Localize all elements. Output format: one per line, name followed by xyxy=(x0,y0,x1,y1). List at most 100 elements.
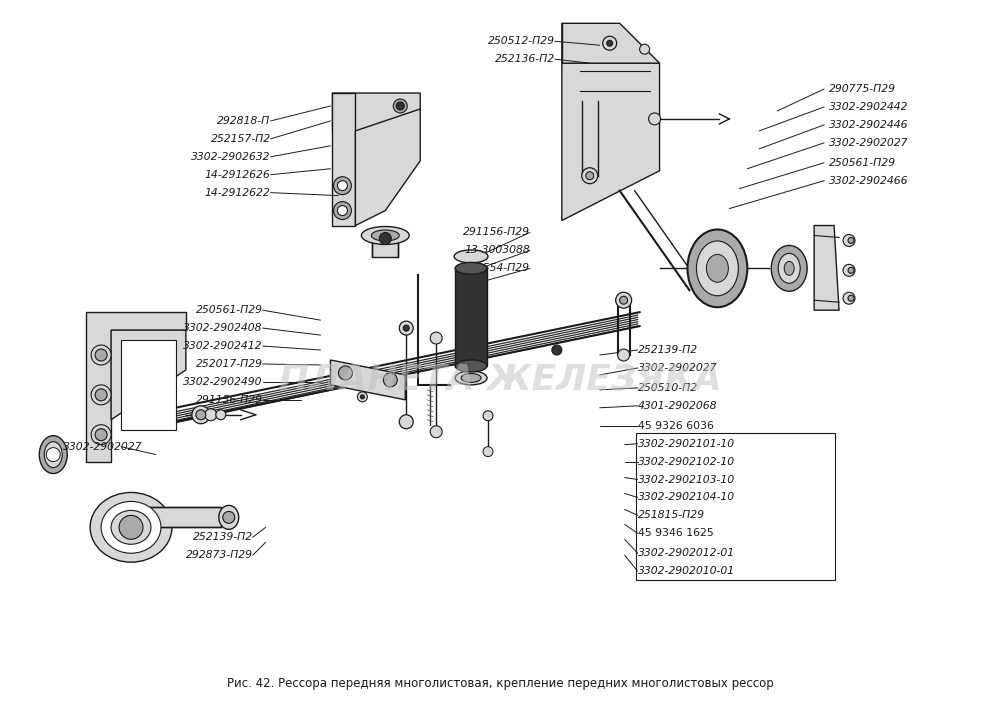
Circle shape xyxy=(357,392,367,402)
Text: 3302-2902104-10: 3302-2902104-10 xyxy=(638,493,735,503)
Ellipse shape xyxy=(706,255,728,282)
Text: 45 9346 1625: 45 9346 1625 xyxy=(638,528,713,538)
Ellipse shape xyxy=(371,230,399,241)
Polygon shape xyxy=(86,312,186,461)
Bar xyxy=(372,235,398,257)
Text: 291554-П29: 291554-П29 xyxy=(463,263,530,273)
Circle shape xyxy=(192,406,210,424)
Circle shape xyxy=(95,429,107,441)
Text: 250512-П29: 250512-П29 xyxy=(488,36,555,46)
Text: 4301-2902068: 4301-2902068 xyxy=(638,401,717,411)
Circle shape xyxy=(337,180,347,190)
Text: 3302-2902632: 3302-2902632 xyxy=(191,152,271,162)
Circle shape xyxy=(333,177,351,195)
Circle shape xyxy=(848,237,854,243)
Circle shape xyxy=(46,448,60,461)
Text: 3302-2902103-10: 3302-2902103-10 xyxy=(638,475,735,485)
Circle shape xyxy=(399,321,413,335)
Circle shape xyxy=(640,44,650,54)
Polygon shape xyxy=(332,93,355,225)
Circle shape xyxy=(607,40,613,46)
Circle shape xyxy=(95,389,107,401)
Circle shape xyxy=(552,345,562,355)
Bar xyxy=(121,340,176,430)
Circle shape xyxy=(582,168,598,184)
Circle shape xyxy=(843,292,855,304)
Circle shape xyxy=(483,411,493,421)
Polygon shape xyxy=(562,24,660,63)
Text: 3302-2902446: 3302-2902446 xyxy=(829,120,909,130)
Polygon shape xyxy=(814,225,839,310)
Text: 250561-П29: 250561-П29 xyxy=(196,305,263,315)
Circle shape xyxy=(620,296,628,304)
Polygon shape xyxy=(355,109,420,225)
Polygon shape xyxy=(330,360,405,400)
Ellipse shape xyxy=(455,360,487,372)
Circle shape xyxy=(396,102,404,110)
Circle shape xyxy=(586,172,594,180)
Polygon shape xyxy=(111,330,186,420)
Circle shape xyxy=(95,349,107,361)
Circle shape xyxy=(91,425,111,445)
Circle shape xyxy=(91,345,111,365)
Text: 252017-П29: 252017-П29 xyxy=(196,359,263,369)
Bar xyxy=(455,268,487,366)
Circle shape xyxy=(430,332,442,344)
Circle shape xyxy=(483,446,493,456)
Circle shape xyxy=(848,267,854,273)
Text: 3302-2902012-01: 3302-2902012-01 xyxy=(638,548,735,558)
Ellipse shape xyxy=(455,262,487,275)
Circle shape xyxy=(843,235,855,247)
Text: Рис. 42. Рессора передняя многолистовая, крепление передних многолистовых рессор: Рис. 42. Рессора передняя многолистовая,… xyxy=(227,677,773,690)
Text: 290775-П29: 290775-П29 xyxy=(829,84,896,94)
Circle shape xyxy=(223,511,235,523)
Ellipse shape xyxy=(111,511,151,544)
Text: 3302-2902027: 3302-2902027 xyxy=(638,363,717,373)
Text: 13-3003088: 13-3003088 xyxy=(464,245,530,255)
Text: 250510-П2: 250510-П2 xyxy=(638,383,698,393)
Circle shape xyxy=(616,292,632,308)
Ellipse shape xyxy=(44,441,62,468)
Ellipse shape xyxy=(90,493,172,562)
Text: 14-2912626: 14-2912626 xyxy=(205,170,271,180)
Circle shape xyxy=(603,36,617,50)
Text: 251815-П29: 251815-П29 xyxy=(638,511,705,520)
Bar xyxy=(636,433,835,580)
Ellipse shape xyxy=(461,374,481,382)
Text: 3302-2902490: 3302-2902490 xyxy=(183,377,263,387)
Text: 291156-П29: 291156-П29 xyxy=(463,227,530,237)
Ellipse shape xyxy=(455,371,487,385)
Circle shape xyxy=(843,265,855,277)
Circle shape xyxy=(196,410,206,420)
Circle shape xyxy=(91,385,111,405)
Text: 3302-2902102-10: 3302-2902102-10 xyxy=(638,456,735,466)
Text: 252157-П2: 252157-П2 xyxy=(211,134,271,144)
Ellipse shape xyxy=(784,262,794,275)
Text: ПЛАНЕТА ЖЕЛЕЗЯКА: ПЛАНЕТА ЖЕЛЕЗЯКА xyxy=(279,363,721,397)
Circle shape xyxy=(205,409,217,421)
Text: 291156-П29: 291156-П29 xyxy=(196,395,263,405)
Ellipse shape xyxy=(687,230,747,307)
Circle shape xyxy=(403,325,409,331)
Polygon shape xyxy=(332,93,420,131)
Text: 3302-2902101-10: 3302-2902101-10 xyxy=(638,438,735,448)
Circle shape xyxy=(618,349,630,361)
Ellipse shape xyxy=(454,250,488,263)
Ellipse shape xyxy=(696,241,738,296)
Circle shape xyxy=(393,99,407,113)
Ellipse shape xyxy=(39,436,67,473)
Text: 45 9326 6036: 45 9326 6036 xyxy=(638,421,713,431)
Ellipse shape xyxy=(101,501,161,553)
Text: 252136-П2: 252136-П2 xyxy=(495,54,555,64)
Text: 3302-2902027: 3302-2902027 xyxy=(63,441,143,451)
Polygon shape xyxy=(562,63,660,220)
Text: 14-2912622: 14-2912622 xyxy=(205,188,271,198)
Text: 292873-П29: 292873-П29 xyxy=(186,550,253,560)
Text: 252139-П2: 252139-П2 xyxy=(638,345,698,355)
Text: 3302-2902010-01: 3302-2902010-01 xyxy=(638,566,735,576)
Circle shape xyxy=(337,205,347,215)
Ellipse shape xyxy=(778,253,800,283)
Text: 3302-2902412: 3302-2902412 xyxy=(183,341,263,351)
Circle shape xyxy=(338,366,352,380)
Circle shape xyxy=(399,415,413,429)
